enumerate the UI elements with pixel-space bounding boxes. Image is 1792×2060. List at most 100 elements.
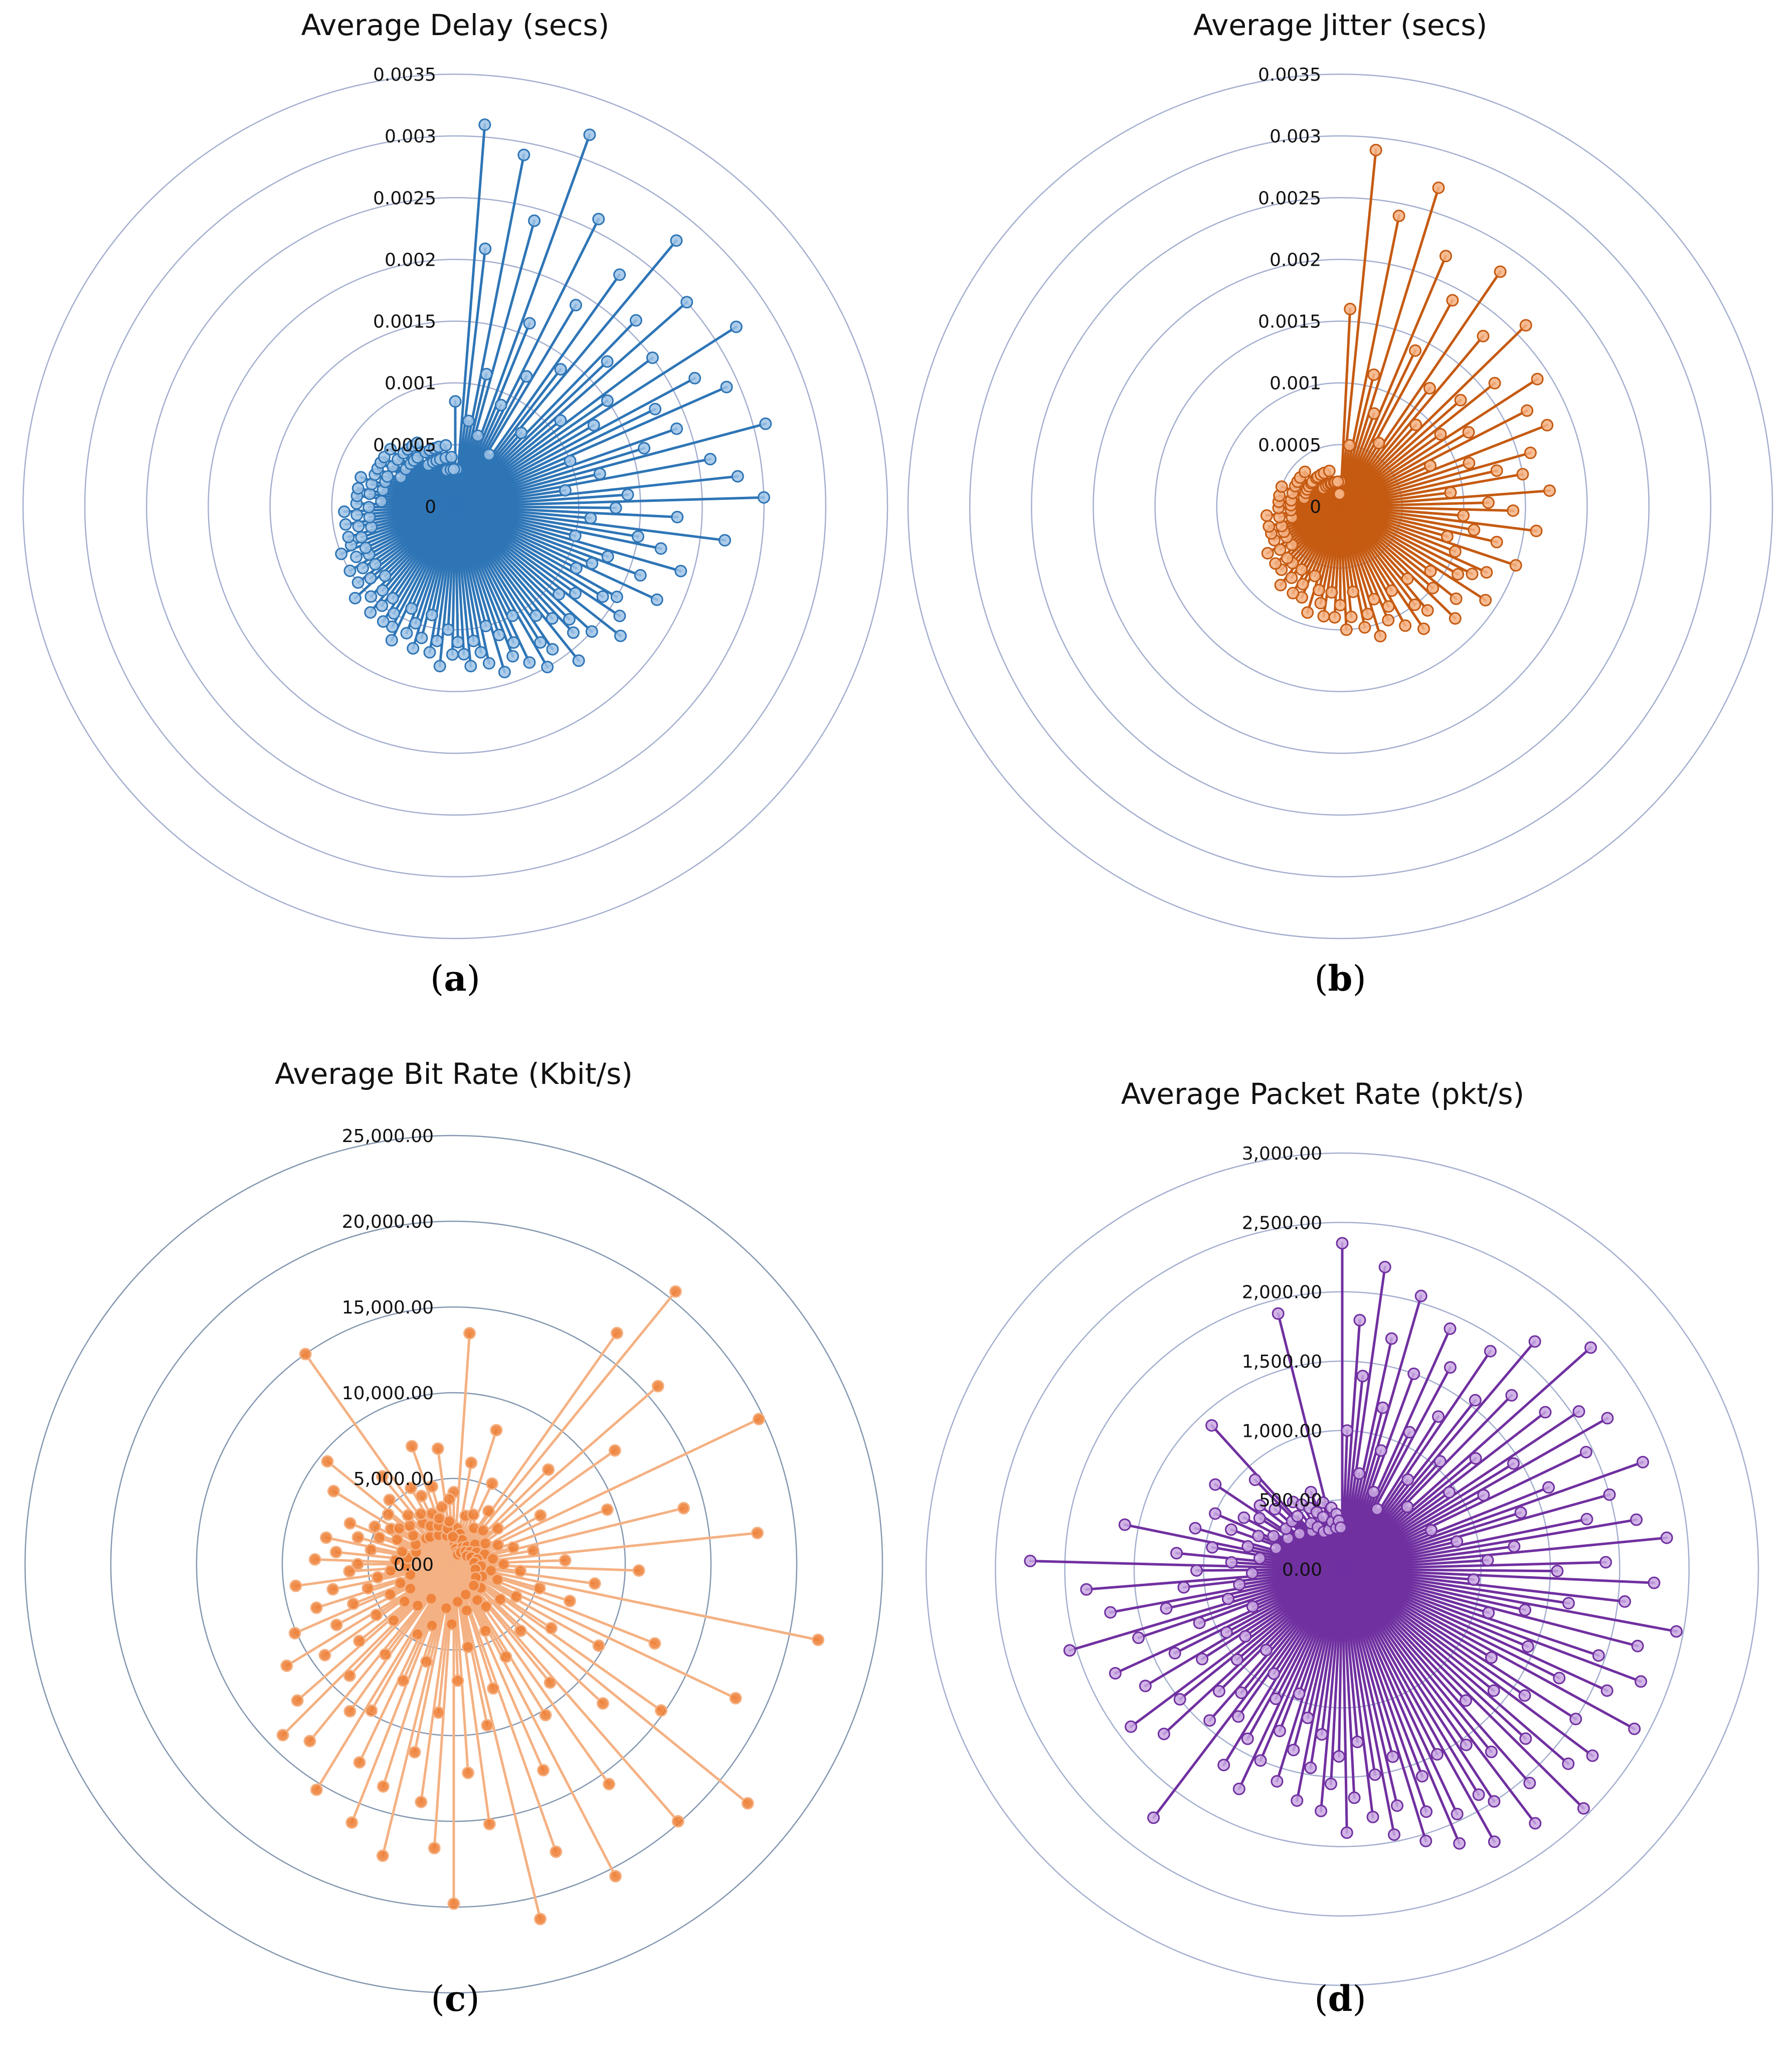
data-point[interactable] [1451,1807,1464,1820]
data-point[interactable] [1494,265,1507,278]
data-point[interactable] [1600,1684,1614,1697]
data-point[interactable] [1361,608,1374,621]
data-point[interactable] [608,1444,621,1457]
data-point[interactable] [352,520,365,533]
data-point[interactable] [1488,1795,1501,1808]
data-point[interactable] [445,451,458,464]
data-point[interactable] [463,1327,476,1340]
data-point[interactable] [1273,1725,1286,1738]
data-point[interactable] [1603,1488,1616,1501]
data-point[interactable] [613,610,626,623]
data-point[interactable] [1177,1581,1190,1594]
data-point[interactable] [1366,1810,1379,1823]
data-point[interactable] [1562,1757,1575,1770]
data-point[interactable] [491,1573,504,1586]
data-point[interactable] [1434,428,1447,441]
data-point[interactable] [365,1704,378,1717]
data-point[interactable] [351,482,365,495]
data-point[interactable] [467,1579,480,1592]
data-point[interactable] [1516,468,1529,481]
data-point[interactable] [318,1648,331,1661]
data-point[interactable] [1368,1768,1381,1781]
data-point[interactable] [465,1456,478,1469]
data-point[interactable] [1293,1687,1306,1700]
data-point[interactable] [1460,1738,1473,1751]
data-point[interactable] [1417,622,1430,635]
data-point[interactable] [1209,1478,1222,1491]
data-point[interactable] [405,602,418,615]
data-point[interactable] [528,214,541,227]
data-point[interactable] [1514,1506,1527,1519]
data-point[interactable] [338,505,351,518]
data-point[interactable] [415,1489,428,1503]
data-point[interactable] [1481,1554,1494,1567]
data-point[interactable] [1466,568,1479,581]
data-point[interactable] [1367,368,1380,381]
data-point[interactable] [1586,1749,1599,1762]
data-point[interactable] [541,661,554,674]
data-point[interactable] [386,592,399,605]
data-point[interactable] [1024,1555,1037,1568]
data-point[interactable] [371,1571,384,1584]
data-point[interactable] [433,1512,446,1525]
data-point[interactable] [669,1285,682,1298]
data-point[interactable] [1281,551,1294,565]
data-point[interactable] [1118,1518,1131,1531]
data-point[interactable] [1190,1564,1203,1577]
data-point[interactable] [554,363,567,376]
data-point[interactable] [1220,1626,1233,1639]
data-point[interactable] [433,660,446,673]
data-point[interactable] [1531,372,1544,386]
data-point[interactable] [384,1588,397,1601]
data-point[interactable] [404,1582,417,1595]
data-point[interactable] [1628,1722,1641,1735]
data-point[interactable] [1304,1761,1317,1774]
data-point[interactable] [1367,593,1380,606]
data-point[interactable] [569,299,582,312]
data-point[interactable] [509,1590,522,1603]
data-point[interactable] [432,1706,445,1719]
data-point[interactable] [632,1564,645,1577]
data-point[interactable] [638,442,651,455]
data-point[interactable] [384,443,397,456]
data-point[interactable] [431,634,444,647]
data-point[interactable] [1328,611,1341,624]
data-point[interactable] [554,414,567,427]
data-point[interactable] [1523,1777,1536,1790]
data-point[interactable] [440,1602,453,1615]
data-point[interactable] [572,654,585,667]
data-point[interactable] [1584,1341,1597,1354]
data-point[interactable] [482,448,495,461]
data-point[interactable] [467,1508,480,1521]
data-point[interactable] [426,1480,439,1493]
data-point[interactable] [720,381,733,394]
data-point[interactable] [1553,1671,1566,1684]
data-point[interactable] [586,557,599,570]
data-point[interactable] [376,599,389,612]
data-point[interactable] [1331,475,1344,488]
data-point[interactable] [362,1582,375,1595]
data-point[interactable] [356,561,370,575]
data-point[interactable] [1245,1567,1259,1580]
data-point[interactable] [621,488,634,501]
data-point[interactable] [1459,1694,1472,1707]
data-point[interactable] [1399,619,1412,632]
data-point[interactable] [1347,585,1360,598]
data-point[interactable] [408,1746,421,1759]
data-point[interactable] [1372,437,1385,450]
data-point[interactable] [584,511,597,524]
data-point[interactable] [480,367,493,381]
data-point[interactable] [1063,1644,1076,1657]
data-point[interactable] [479,620,492,633]
data-point[interactable] [1267,1530,1280,1543]
data-point[interactable] [1543,484,1556,497]
data-point[interactable] [1424,459,1437,472]
data-point[interactable] [446,648,459,661]
data-point[interactable] [354,471,368,484]
data-point[interactable] [569,529,582,542]
data-point[interactable] [425,1592,438,1605]
data-point[interactable] [397,1674,410,1687]
data-point[interactable] [1334,1521,1347,1534]
data-point[interactable] [1209,1507,1222,1520]
data-point[interactable] [563,613,576,626]
